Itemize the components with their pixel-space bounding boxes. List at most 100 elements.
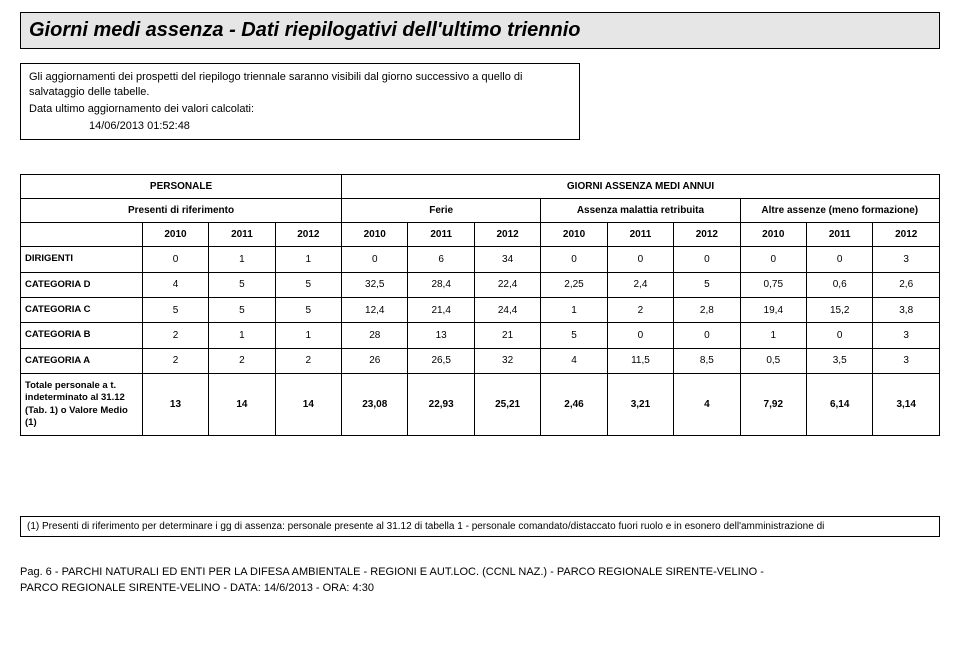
data-cell: 21,4 xyxy=(408,298,474,323)
data-cell: 2,8 xyxy=(674,298,740,323)
table-row-total: Totale personale a t. indeterminato al 3… xyxy=(21,374,940,436)
data-cell: 5 xyxy=(275,298,341,323)
data-cell: 26,5 xyxy=(408,348,474,373)
footer-line1: Pag. 6 - PARCHI NATURALI ED ENTI PER LA … xyxy=(20,565,940,580)
data-cell: 0 xyxy=(674,323,740,348)
data-cell-total: 3,14 xyxy=(873,374,940,436)
data-cell-total: 6,14 xyxy=(807,374,873,436)
row-label: DIRIGENTI xyxy=(21,247,143,272)
data-cell: 1 xyxy=(209,247,275,272)
data-cell: 0 xyxy=(541,247,607,272)
data-cell: 4 xyxy=(142,272,208,297)
data-cell: 5 xyxy=(209,298,275,323)
data-cell-total: 14 xyxy=(275,374,341,436)
data-cell: 0 xyxy=(740,247,806,272)
data-cell: 24,4 xyxy=(474,298,540,323)
data-cell: 0,75 xyxy=(740,272,806,297)
row-label: CATEGORIA D xyxy=(21,272,143,297)
data-cell: 4 xyxy=(541,348,607,373)
data-cell: 5 xyxy=(275,272,341,297)
hdr-personale: PERSONALE xyxy=(21,175,342,199)
data-table: PERSONALE GIORNI ASSENZA MEDI ANNUI Pres… xyxy=(20,174,940,436)
data-cell: 1 xyxy=(209,323,275,348)
data-cell: 12,4 xyxy=(342,298,408,323)
data-cell: 2 xyxy=(209,348,275,373)
data-cell: 5 xyxy=(674,272,740,297)
data-cell: 5 xyxy=(209,272,275,297)
data-cell: 3 xyxy=(873,247,940,272)
hdr-presenti: Presenti di riferimento xyxy=(21,199,342,223)
data-cell-total: 22,93 xyxy=(408,374,474,436)
data-cell-total: 7,92 xyxy=(740,374,806,436)
row-label: CATEGORIA A xyxy=(21,348,143,373)
data-cell-total: 25,21 xyxy=(474,374,540,436)
data-cell: 2 xyxy=(142,348,208,373)
data-cell: 6 xyxy=(408,247,474,272)
data-cell: 3,8 xyxy=(873,298,940,323)
row-label: CATEGORIA C xyxy=(21,298,143,323)
data-cell: 5 xyxy=(541,323,607,348)
data-cell: 0 xyxy=(607,247,673,272)
data-cell: 3,5 xyxy=(807,348,873,373)
data-cell: 11,5 xyxy=(607,348,673,373)
footer-line2: PARCO REGIONALE SIRENTE-VELINO - DATA: 1… xyxy=(20,581,940,596)
intro-line1: Gli aggiornamenti dei prospetti del riep… xyxy=(29,70,571,100)
data-cell: 0 xyxy=(674,247,740,272)
table-row: DIRIGENTI0110634000003 xyxy=(21,247,940,272)
data-cell: 2 xyxy=(607,298,673,323)
data-cell: 21 xyxy=(474,323,540,348)
data-cell: 1 xyxy=(275,247,341,272)
data-cell: 0 xyxy=(807,247,873,272)
hdr-malattia: Assenza malattia retribuita xyxy=(541,199,740,223)
page-title: Giorni medi assenza - Dati riepilogativi… xyxy=(20,12,940,49)
table-row: CATEGORIA D45532,528,422,42,252,450,750,… xyxy=(21,272,940,297)
data-cell: 2,6 xyxy=(873,272,940,297)
data-cell: 32 xyxy=(474,348,540,373)
table-row: CATEGORIA C55512,421,424,4122,819,415,23… xyxy=(21,298,940,323)
data-cell: 0 xyxy=(142,247,208,272)
data-cell: 2,4 xyxy=(607,272,673,297)
data-cell: 0,5 xyxy=(740,348,806,373)
data-cell: 32,5 xyxy=(342,272,408,297)
data-cell: 19,4 xyxy=(740,298,806,323)
year-cell: 2011 xyxy=(807,223,873,247)
footnote: (1) Presenti di riferimento per determin… xyxy=(20,516,940,537)
year-cell: 2012 xyxy=(474,223,540,247)
data-cell-total: 13 xyxy=(142,374,208,436)
intro-line2: Data ultimo aggiornamento dei valori cal… xyxy=(29,102,571,117)
hdr-giorni: GIORNI ASSENZA MEDI ANNUI xyxy=(342,175,940,199)
data-cell: 3 xyxy=(873,348,940,373)
data-cell: 28 xyxy=(342,323,408,348)
data-cell: 2 xyxy=(142,323,208,348)
data-cell-total: 14 xyxy=(209,374,275,436)
data-cell: 2 xyxy=(275,348,341,373)
year-cell: 2010 xyxy=(541,223,607,247)
data-cell: 5 xyxy=(142,298,208,323)
data-cell: 1 xyxy=(275,323,341,348)
year-cell: 2010 xyxy=(740,223,806,247)
year-cell: 2010 xyxy=(142,223,208,247)
data-cell: 13 xyxy=(408,323,474,348)
intro-line3: 14/06/2013 01:52:48 xyxy=(29,119,571,134)
hdr-ferie: Ferie xyxy=(342,199,541,223)
year-cell: 2010 xyxy=(342,223,408,247)
row-label-total: Totale personale a t. indeterminato al 3… xyxy=(21,374,143,436)
data-cell: 26 xyxy=(342,348,408,373)
data-cell: 8,5 xyxy=(674,348,740,373)
year-cell: 2011 xyxy=(607,223,673,247)
table-row: CATEGORIA A2222626,532411,58,50,53,53 xyxy=(21,348,940,373)
data-cell-total: 4 xyxy=(674,374,740,436)
data-cell: 28,4 xyxy=(408,272,474,297)
data-cell: 0,6 xyxy=(807,272,873,297)
hdr-years-row: 2010 2011 2012 2010 2011 2012 2010 2011 … xyxy=(21,223,940,247)
data-cell: 34 xyxy=(474,247,540,272)
data-cell: 0 xyxy=(342,247,408,272)
year-cell: 2012 xyxy=(674,223,740,247)
year-cell: 2011 xyxy=(408,223,474,247)
data-cell: 22,4 xyxy=(474,272,540,297)
data-cell-total: 3,21 xyxy=(607,374,673,436)
data-cell: 2,25 xyxy=(541,272,607,297)
data-cell: 3 xyxy=(873,323,940,348)
page-footer: Pag. 6 - PARCHI NATURALI ED ENTI PER LA … xyxy=(20,565,940,596)
data-cell: 1 xyxy=(541,298,607,323)
